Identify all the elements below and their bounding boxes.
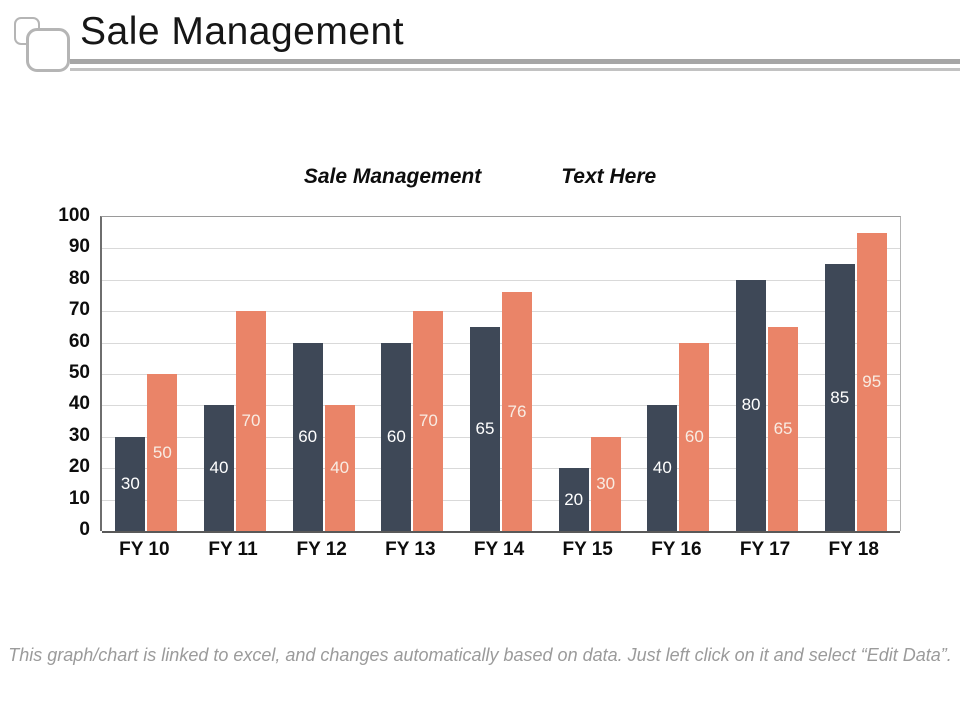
legend-item-sale-management: Sale Management: [303, 165, 482, 188]
bar-series1[interactable]: 20: [558, 468, 589, 531]
gridline: [102, 499, 900, 501]
bar-series2[interactable]: 50: [147, 374, 178, 531]
bar-group: 30 50: [102, 217, 191, 531]
x-category-label: FY 12: [296, 539, 347, 560]
bar-series2[interactable]: 60: [679, 342, 710, 531]
gridline: [102, 279, 900, 281]
bar-series2[interactable]: 76: [502, 292, 533, 531]
y-tick-label: 90: [68, 236, 90, 258]
bar-value-label: 60: [386, 426, 406, 446]
bar-series1[interactable]: 30: [115, 436, 146, 531]
footer-note: This graph/chart is linked to excel, and…: [8, 645, 952, 665]
gridline: [102, 248, 900, 250]
bar-value-label: 60: [298, 426, 318, 446]
x-category-label: FY 17: [739, 539, 791, 560]
bar-value-label: 76: [507, 401, 527, 421]
y-tick-label: 30: [68, 424, 90, 446]
bar-value-label: 85: [830, 387, 850, 407]
bar-value-label: 30: [596, 473, 616, 493]
x-axis-line: [102, 531, 900, 533]
bar-value-label: 30: [120, 473, 140, 493]
bar-group: 60 40: [279, 217, 368, 531]
x-category-label: FY 18: [828, 539, 879, 560]
bar-series2[interactable]: 40: [324, 405, 355, 531]
y-tick-label: 50: [68, 362, 90, 383]
bar-series1[interactable]: 80: [736, 279, 767, 531]
bar-series2[interactable]: 70: [236, 311, 266, 531]
x-axis-labels: FY 10 FY 11 FY 12 FY 13 FY 14 FY 15 FY 16 FY 17…: [100, 539, 898, 561]
bar-series1[interactable]: 60: [381, 342, 412, 531]
bar-value-label: 50: [152, 442, 172, 462]
bar-series1[interactable]: 85: [824, 264, 855, 531]
x-category-label: FY 16: [651, 539, 702, 560]
bar-value-label: 70: [241, 411, 261, 431]
y-tick-label: 40: [68, 393, 90, 415]
bar-series2[interactable]: 30: [590, 436, 621, 531]
bar-value-label: 70: [418, 411, 438, 431]
bar-value-label: 60: [684, 426, 704, 446]
bar-value-label: 65: [773, 418, 793, 438]
y-tick-label: 60: [68, 330, 90, 352]
gridline: [102, 468, 900, 470]
x-category-label: FY 13: [385, 539, 436, 560]
bar-group: 60 70: [368, 217, 457, 531]
x-category-label: FY 10: [119, 539, 170, 560]
y-tick-label: 80: [68, 267, 90, 289]
bar-series1[interactable]: 60: [292, 342, 323, 531]
bar-value-label: 40: [330, 458, 350, 478]
bar-group: 80 65: [723, 217, 812, 531]
title-rule-thick: [70, 59, 960, 64]
bar-group: 40 70: [191, 217, 280, 531]
y-tick-label: 70: [68, 299, 90, 321]
bar-value-label: 65: [475, 418, 495, 438]
bar-value-label: 20: [564, 489, 584, 509]
bar-series2[interactable]: 95: [856, 232, 887, 531]
x-category-label: FY 11: [208, 539, 258, 560]
bar-groups: 30 50 40 70 60 40 60 70 65 76 20 30 40 60 80 65 85 95: [102, 217, 900, 531]
bar-group: 65 76: [457, 217, 546, 531]
plot-area[interactable]: 30 50 40 70 60 40 60 70 65 76 20 30 40 60 80 65 85 95: [100, 216, 901, 533]
chart-legend: Sale Management Text Here: [0, 165, 960, 189]
y-tick-label: 100: [58, 205, 90, 226]
gridline: [102, 405, 900, 407]
bar-group: 40 60: [634, 217, 723, 531]
gridline: [102, 374, 900, 375]
x-category-label: FY 14: [473, 539, 525, 560]
gridline: [102, 342, 900, 344]
bar-series2[interactable]: 70: [413, 311, 444, 531]
bar-value-label: 95: [862, 371, 882, 391]
bar-series1[interactable]: 40: [204, 405, 234, 531]
bar-value-label: 40: [652, 458, 672, 478]
gridline: [102, 311, 900, 313]
bar-value-label: 40: [209, 458, 229, 478]
legend-item-text-here: Text Here: [561, 165, 657, 188]
bar-series1[interactable]: 40: [647, 405, 678, 531]
page-title: Sale Management: [80, 10, 405, 53]
bar-group: 20 30: [545, 217, 634, 531]
x-category-label: FY 15: [562, 539, 613, 560]
bar-series2[interactable]: 65: [768, 326, 799, 531]
bar-group: 85 95: [811, 217, 900, 531]
y-tick-label: 20: [68, 456, 90, 478]
y-axis-labels: 0 10 20 30 40 50 60 70 80 90 100: [28, 205, 90, 540]
gridline: [102, 436, 900, 438]
logo-large-square-icon: [26, 28, 70, 72]
y-tick-label: 10: [68, 487, 90, 509]
bar-series1[interactable]: 65: [470, 326, 501, 531]
bar-value-label: 80: [741, 395, 761, 415]
y-tick-label: 0: [79, 519, 90, 540]
title-rule-thin: [70, 68, 960, 71]
